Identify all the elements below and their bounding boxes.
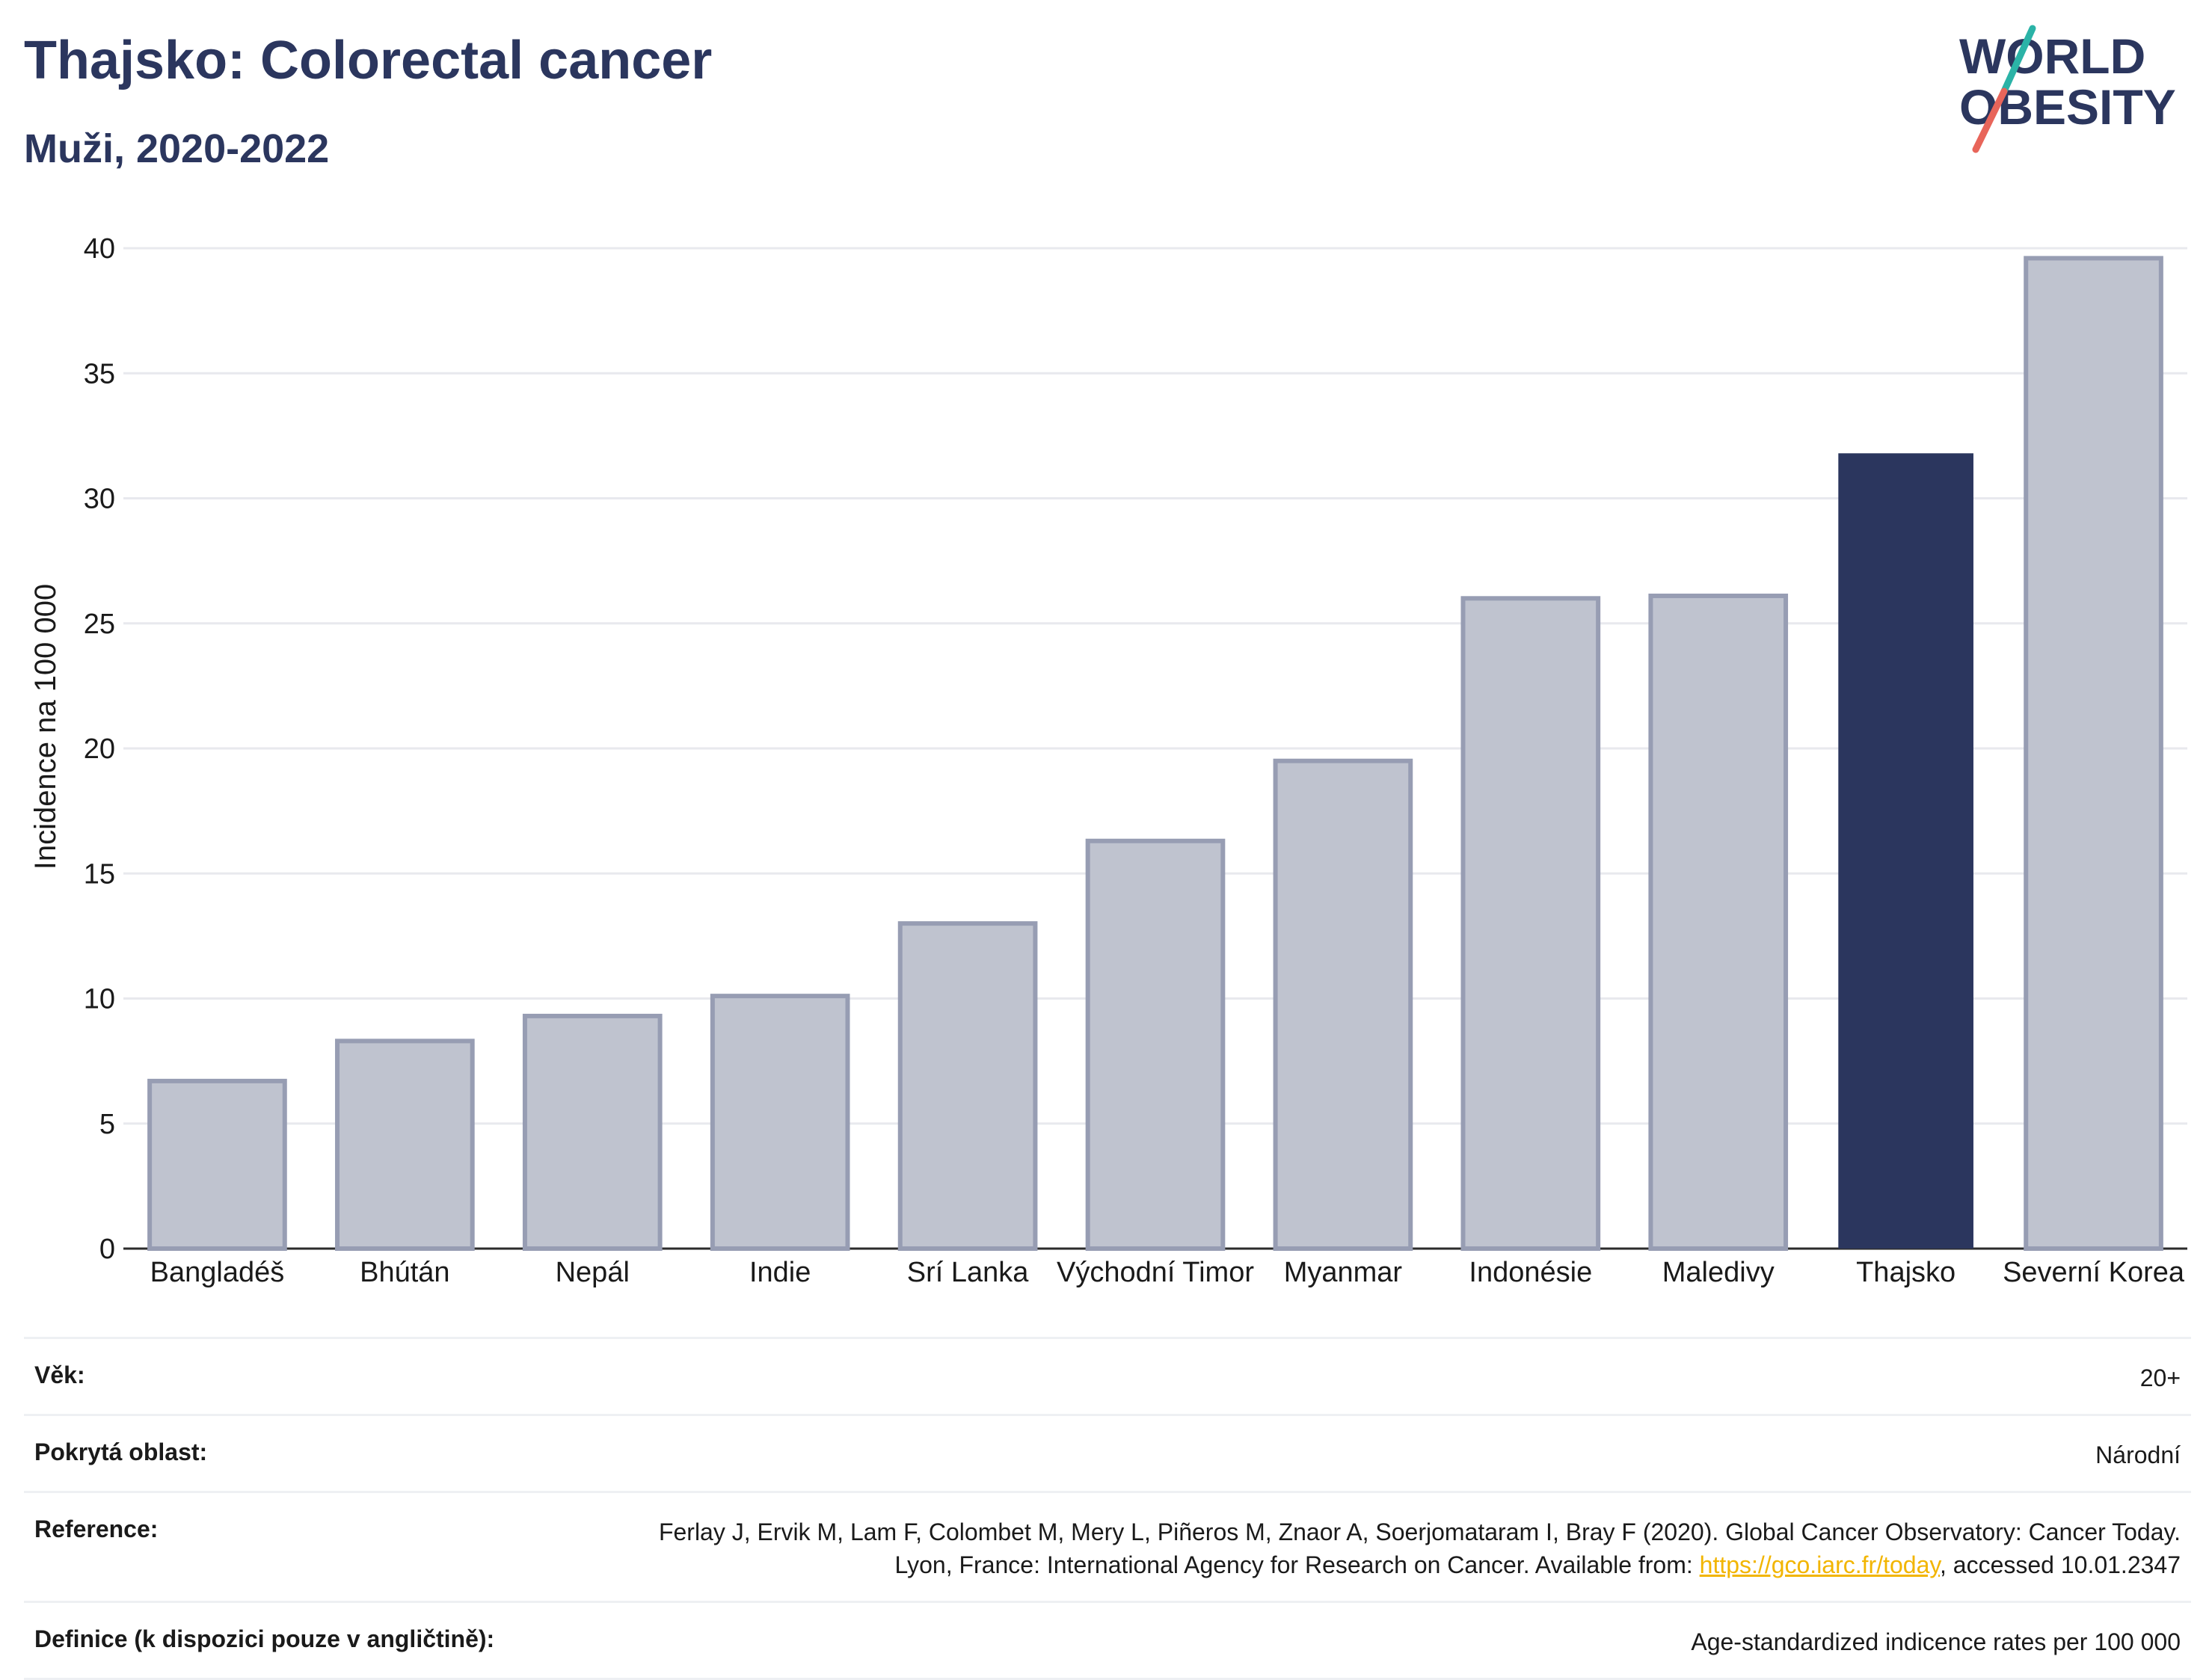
bar-bangladéš bbox=[147, 1078, 287, 1252]
x-tick-label: Myanmar bbox=[1284, 1257, 1403, 1288]
bar-východní-timor bbox=[1085, 838, 1226, 1251]
chart-subtitle: Muži, 2020-2022 bbox=[24, 126, 330, 171]
reference-link[interactable]: https://gco.iarc.fr/today bbox=[1699, 1551, 1940, 1578]
bar-maledivy bbox=[1648, 593, 1789, 1251]
info-value: Age-standardized indicence rates per 100… bbox=[1691, 1628, 2181, 1655]
y-tick-label: 40 bbox=[84, 233, 115, 265]
logo-slash-top bbox=[2000, 25, 2036, 95]
x-tick-label: Indonésie bbox=[1469, 1257, 1592, 1288]
bar-nepál bbox=[522, 1013, 663, 1252]
info-label: Věk: bbox=[34, 1361, 85, 1388]
bar-chart: 0 5 10 15 20 25 30 35 40 Bangladéš Bhútán Nepál Indi… bbox=[29, 233, 2187, 1288]
bar-indie bbox=[710, 994, 850, 1252]
info-row-age: Věk: 20+ bbox=[24, 1337, 2191, 1414]
reference-accessed: , accessed 10.01.2347 bbox=[1939, 1551, 2181, 1578]
y-tick-label: 15 bbox=[84, 858, 115, 890]
world-obesity-logo: WORLD OBESITY bbox=[1959, 25, 2176, 153]
info-label: Definice (k dispozici pouze v angličtině… bbox=[34, 1625, 495, 1652]
info-value: Národní bbox=[2095, 1441, 2181, 1468]
info-row-reference: Reference: Ferlay J, Ervik M, Lam F, Col… bbox=[24, 1491, 2191, 1601]
labels-layer: 0 5 10 15 20 25 30 35 40 Bangladéš Bhútán Nepál Indi… bbox=[84, 233, 2185, 1288]
y-tick-label: 25 bbox=[84, 609, 115, 640]
info-label: Reference: bbox=[34, 1516, 159, 1542]
x-tick-label: Bangladéš bbox=[150, 1257, 285, 1288]
x-tick-label: Východní Timor bbox=[1057, 1257, 1254, 1288]
logo-slash-bottom bbox=[1972, 87, 2008, 153]
y-tick-label: 0 bbox=[99, 1234, 115, 1265]
info-value: 20+ bbox=[2139, 1364, 2181, 1391]
x-tick-label: Indie bbox=[749, 1257, 811, 1288]
x-tick-label: Severní Korea bbox=[2003, 1257, 2185, 1288]
y-tick-label: 10 bbox=[84, 984, 115, 1015]
bar-myanmar bbox=[1273, 758, 1413, 1251]
y-tick-label: 35 bbox=[84, 358, 115, 390]
y-tick-label: 30 bbox=[84, 484, 115, 515]
info-label: Pokrytá oblast: bbox=[34, 1439, 208, 1465]
x-tick-label: Srí Lanka bbox=[907, 1257, 1030, 1288]
y-tick-label: 20 bbox=[84, 733, 115, 765]
bar-srí-lanka bbox=[897, 921, 1038, 1252]
reference-text: Ferlay J, Ervik M, Lam F, Colombet M, Me… bbox=[610, 1516, 2181, 1581]
bars-layer bbox=[147, 256, 2163, 1252]
logo-line-1: WORLD bbox=[1959, 28, 2145, 84]
y-tick-label: 5 bbox=[99, 1109, 115, 1140]
bar-thajsko bbox=[1838, 453, 1973, 1249]
x-tick-label: Bhútán bbox=[360, 1257, 449, 1288]
x-tick-label: Maledivy bbox=[1662, 1257, 1775, 1288]
info-row-definition: Definice (k dispozici pouze v angličtině… bbox=[24, 1601, 2191, 1680]
info-table: Věk: 20+ Pokrytá oblast: Národní Referen… bbox=[24, 1337, 2191, 1680]
bar-severní-korea bbox=[2024, 256, 2163, 1251]
bar-indonésie bbox=[1460, 596, 1601, 1251]
chart-title: Thajsko: Colorectal cancer bbox=[24, 31, 713, 90]
bar-bhútán bbox=[335, 1039, 475, 1251]
info-row-coverage: Pokrytá oblast: Národní bbox=[24, 1414, 2191, 1491]
x-tick-label: Nepál bbox=[556, 1257, 630, 1288]
x-tick-label: Thajsko bbox=[1856, 1257, 1956, 1288]
reference-citation: Ferlay J, Ervik M, Lam F, Colombet M, Me… bbox=[658, 1519, 2181, 1578]
y-axis-title: Incidence na 100 000 bbox=[29, 584, 62, 870]
